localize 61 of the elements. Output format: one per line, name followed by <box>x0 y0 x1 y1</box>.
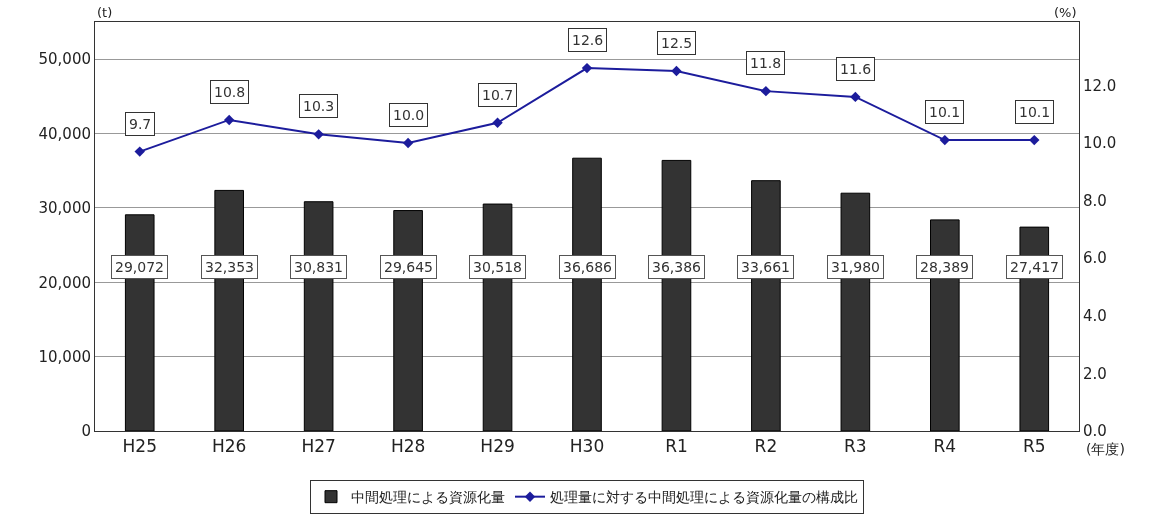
legend-label: 中間処理による資源化量 <box>351 489 505 506</box>
data-label: 36,386 <box>652 259 702 275</box>
data-label: 11.8 <box>750 55 782 71</box>
y2-tick-label: 4.0 <box>1083 307 1107 326</box>
y2-tick-label: 0.0 <box>1083 422 1107 441</box>
y-tick-label: 40,000 <box>38 124 91 143</box>
data-label: 30,518 <box>473 259 522 275</box>
point <box>223 114 235 126</box>
point <box>671 65 682 77</box>
y-axis-title: (t) <box>97 5 113 20</box>
x-tick-label: H26 <box>211 436 247 457</box>
x-axis-title: (年度) <box>1086 441 1125 457</box>
data-label: 10.1 <box>1019 104 1051 120</box>
data-label: 32,353 <box>205 259 254 275</box>
data-label: 10.3 <box>303 98 335 114</box>
data-label: 12.6 <box>572 32 604 48</box>
x-tick-label: R2 <box>754 436 778 457</box>
y2-tick-label: 2.0 <box>1083 364 1107 383</box>
y-tick-label: 30,000 <box>38 199 91 218</box>
data-label: 27,417 <box>1010 259 1059 275</box>
point <box>313 129 324 140</box>
data-label: 33,661 <box>741 259 790 275</box>
data-label: 29,072 <box>115 259 164 275</box>
x-tick-label: R4 <box>933 436 957 457</box>
data-label: 10.8 <box>214 84 246 100</box>
data-label: 29,645 <box>384 259 433 275</box>
data-label: 36,686 <box>563 259 613 275</box>
y2-tick-label: 6.0 <box>1083 249 1107 268</box>
point <box>760 85 772 97</box>
x-tick-label: R5 <box>1022 436 1046 457</box>
data-label: 10.0 <box>393 107 425 123</box>
legend-label: 処理量に対する中間処理による資源化量の構成比 <box>550 489 858 506</box>
point <box>1029 134 1040 146</box>
data-label: 28,389 <box>920 259 969 275</box>
y-tick-label: 0 <box>81 422 91 441</box>
x-tick-label: H25 <box>122 436 157 457</box>
point <box>581 62 593 74</box>
x-tick-label: H27 <box>301 436 336 457</box>
data-label: 9.7 <box>129 116 152 132</box>
y-tick-label: 50,000 <box>38 50 91 69</box>
data-label: 10.7 <box>482 87 514 103</box>
data-label: 11.6 <box>840 61 872 77</box>
x-tick-label: R3 <box>844 436 867 457</box>
point <box>492 117 503 129</box>
y2-tick-label: 10.0 <box>1083 134 1117 153</box>
data-label: 10.1 <box>929 104 961 120</box>
data-label: 30,831 <box>294 259 343 275</box>
data-label: 12.5 <box>661 35 693 51</box>
point <box>134 146 145 157</box>
point <box>850 91 861 103</box>
data-label: 31,980 <box>831 259 880 275</box>
x-tick-label: H28 <box>390 436 426 457</box>
y-tick-label: 10,000 <box>38 347 91 366</box>
y2-tick-label: 8.0 <box>1083 191 1107 210</box>
x-tick-label: H30 <box>569 436 605 457</box>
point <box>402 137 414 149</box>
y-tick-label: 20,000 <box>38 273 91 292</box>
y2-axis-title: (%) <box>1054 5 1077 20</box>
x-tick-label: H29 <box>480 436 515 457</box>
x-tick-label: R1 <box>665 436 688 457</box>
y2-tick-label: 12.0 <box>1083 76 1117 95</box>
